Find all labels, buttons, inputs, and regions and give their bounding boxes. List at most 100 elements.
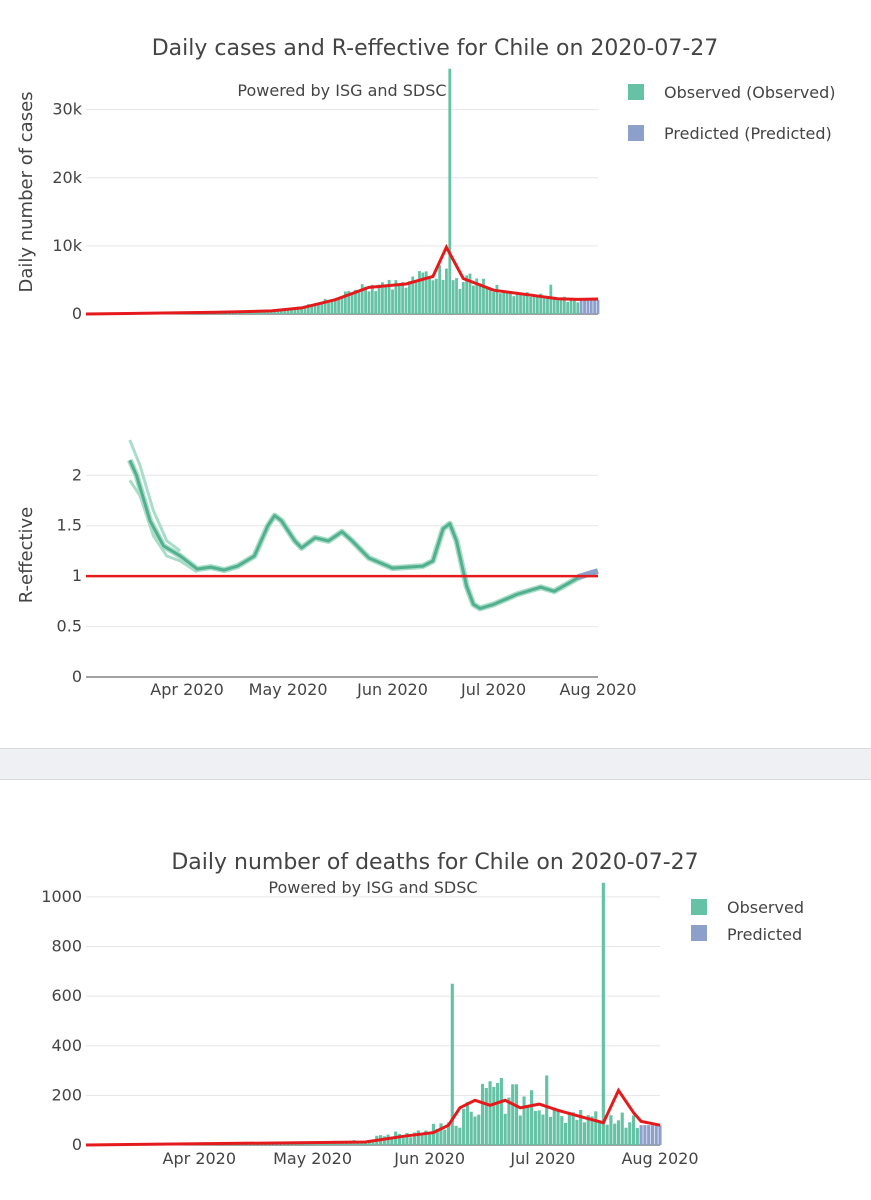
reff-x-tick-label: Jun 2020 [356, 680, 428, 699]
deaths-observed-bar [598, 1122, 602, 1145]
cases-observed-bar [300, 307, 303, 314]
cases-observed-bar [509, 293, 512, 314]
cases-observed-bar [488, 289, 492, 314]
legend-observed-swatch[interactable] [628, 84, 644, 100]
cases-observed-bar [549, 284, 553, 314]
cases-observed-bar [546, 297, 549, 314]
cases-y-tick-label: 20k [52, 168, 82, 187]
cases-observed-bar [317, 303, 320, 314]
deaths-bars[interactable] [88, 882, 662, 1145]
cases-fit-line[interactable] [85, 243, 599, 316]
cases-observed-bar [525, 292, 529, 314]
cases-observed-bar [387, 279, 391, 314]
cases-observed-bar [465, 275, 469, 314]
legend-observed-swatch[interactable] [691, 899, 707, 915]
cases-reff-figure: Daily cases and R-effective for Chile on… [16, 36, 836, 699]
cases-observed-bar [559, 299, 563, 314]
deaths-observed-bar [533, 1111, 537, 1145]
reff-line[interactable] [128, 459, 582, 610]
deaths-observed-bar [424, 1130, 428, 1145]
legend-predicted-label[interactable]: Predicted (Predicted) [664, 124, 832, 143]
deaths-predicted-bar [654, 1125, 658, 1145]
reff-y-tick-label: 0.5 [57, 617, 82, 636]
deaths-legend[interactable]: Observed Predicted [691, 898, 804, 944]
deaths-y-tick-label: 0 [72, 1135, 82, 1154]
deaths-figure: Daily number of deaths for Chile on 2020… [41, 850, 804, 1168]
deaths-observed-bar [454, 1125, 458, 1145]
deaths-observed-bar [522, 1096, 526, 1145]
cases-observed-bar [505, 291, 509, 314]
cases-observed-bar [370, 284, 374, 314]
legend-observed-label[interactable]: Observed [727, 898, 804, 917]
deaths-observed-bar [620, 1112, 624, 1145]
deaths-observed-bar [439, 1123, 443, 1145]
reff-band-line[interactable] [127, 458, 583, 612]
cases-observed-bar [313, 303, 317, 314]
deaths-observed-bar [613, 1123, 617, 1145]
cases-observed-bar [478, 283, 482, 314]
legend-predicted-swatch[interactable] [691, 925, 707, 941]
legend-predicted-label[interactable]: Predicted [727, 925, 802, 944]
reff-y-tick-label: 2 [72, 465, 82, 484]
legend-predicted-swatch[interactable] [628, 125, 644, 141]
cases-observed-bar [397, 285, 401, 314]
cases-observed-bar [357, 292, 361, 314]
deaths-chart-subtitle: Powered by ISG and SDSC [268, 878, 477, 897]
deaths-observed-bar [390, 1136, 394, 1145]
cases-chart-title: Daily cases and R-effective for Chile on… [152, 36, 719, 61]
deaths-predicted-bar [643, 1125, 647, 1145]
cases-observed-bar [512, 296, 516, 314]
deaths-fit-line[interactable] [85, 1087, 661, 1147]
deaths-observed-bar [590, 1116, 594, 1145]
cases-observed-bar [377, 284, 381, 314]
panel-divider [0, 748, 871, 780]
cases-observed-bar [556, 300, 559, 314]
deaths-observed-bar [416, 1130, 420, 1145]
cases-observed-bar [343, 291, 347, 314]
deaths-observed-bar [360, 1142, 364, 1145]
cases-observed-bar [290, 308, 293, 314]
deaths-observed-bar [552, 1107, 556, 1145]
deaths-observed-bar [420, 1133, 424, 1145]
cases-bars[interactable] [87, 68, 600, 314]
cases-observed-bar [461, 281, 465, 314]
deaths-observed-bar [579, 1110, 583, 1145]
cases-predicted-bar [579, 299, 583, 314]
cases-observed-bar [566, 301, 570, 314]
deaths-observed-bar [635, 1128, 639, 1145]
deaths-observed-bar [567, 1112, 571, 1145]
deaths-y-tick-label: 600 [51, 986, 82, 1005]
deaths-chart-title: Daily number of deaths for Chile on 2020… [171, 850, 698, 875]
deaths-observed-bar [337, 1142, 341, 1145]
deaths-observed-bar [537, 1110, 541, 1145]
cases-observed-bar [535, 295, 539, 314]
cases-observed-bar [495, 284, 499, 314]
cases-observed-bar [515, 292, 519, 314]
reff-y-tick-label: 1 [72, 566, 82, 585]
deaths-observed-bar [473, 1116, 477, 1145]
deaths-predicted-bar [658, 1125, 662, 1145]
deaths-observed-bar [446, 1122, 451, 1145]
cases-observed-bar [542, 298, 546, 314]
cases-predicted-bar [586, 299, 590, 314]
cases-observed-bar [350, 292, 354, 314]
cases-observed-bar [330, 301, 334, 314]
deaths-observed-bar [526, 1104, 530, 1145]
cases-observed-bar [471, 285, 475, 314]
deaths-observed-bar [450, 983, 454, 1145]
deaths-observed-bar [548, 1116, 553, 1145]
cases-predicted-bar [583, 299, 586, 314]
cases-observed-bar [448, 68, 452, 314]
reff-upper-bound-line[interactable] [128, 439, 182, 553]
cases-legend[interactable]: Observed (Observed) Predicted (Predicted… [628, 83, 836, 143]
cases-observed-bar [303, 305, 307, 314]
deaths-observed-bar [435, 1128, 439, 1145]
cases-observed-bar [441, 279, 445, 314]
legend-observed-label[interactable]: Observed (Observed) [664, 83, 836, 102]
deaths-observed-bar [594, 1111, 598, 1145]
cases-observed-bar [445, 268, 448, 314]
deaths-observed-bar [514, 1084, 519, 1145]
deaths-gridlines [86, 896, 660, 1146]
deaths-observed-bar [397, 1133, 402, 1145]
reff-y-ticks: 0 0.5 1 1.5 2 [57, 465, 82, 686]
